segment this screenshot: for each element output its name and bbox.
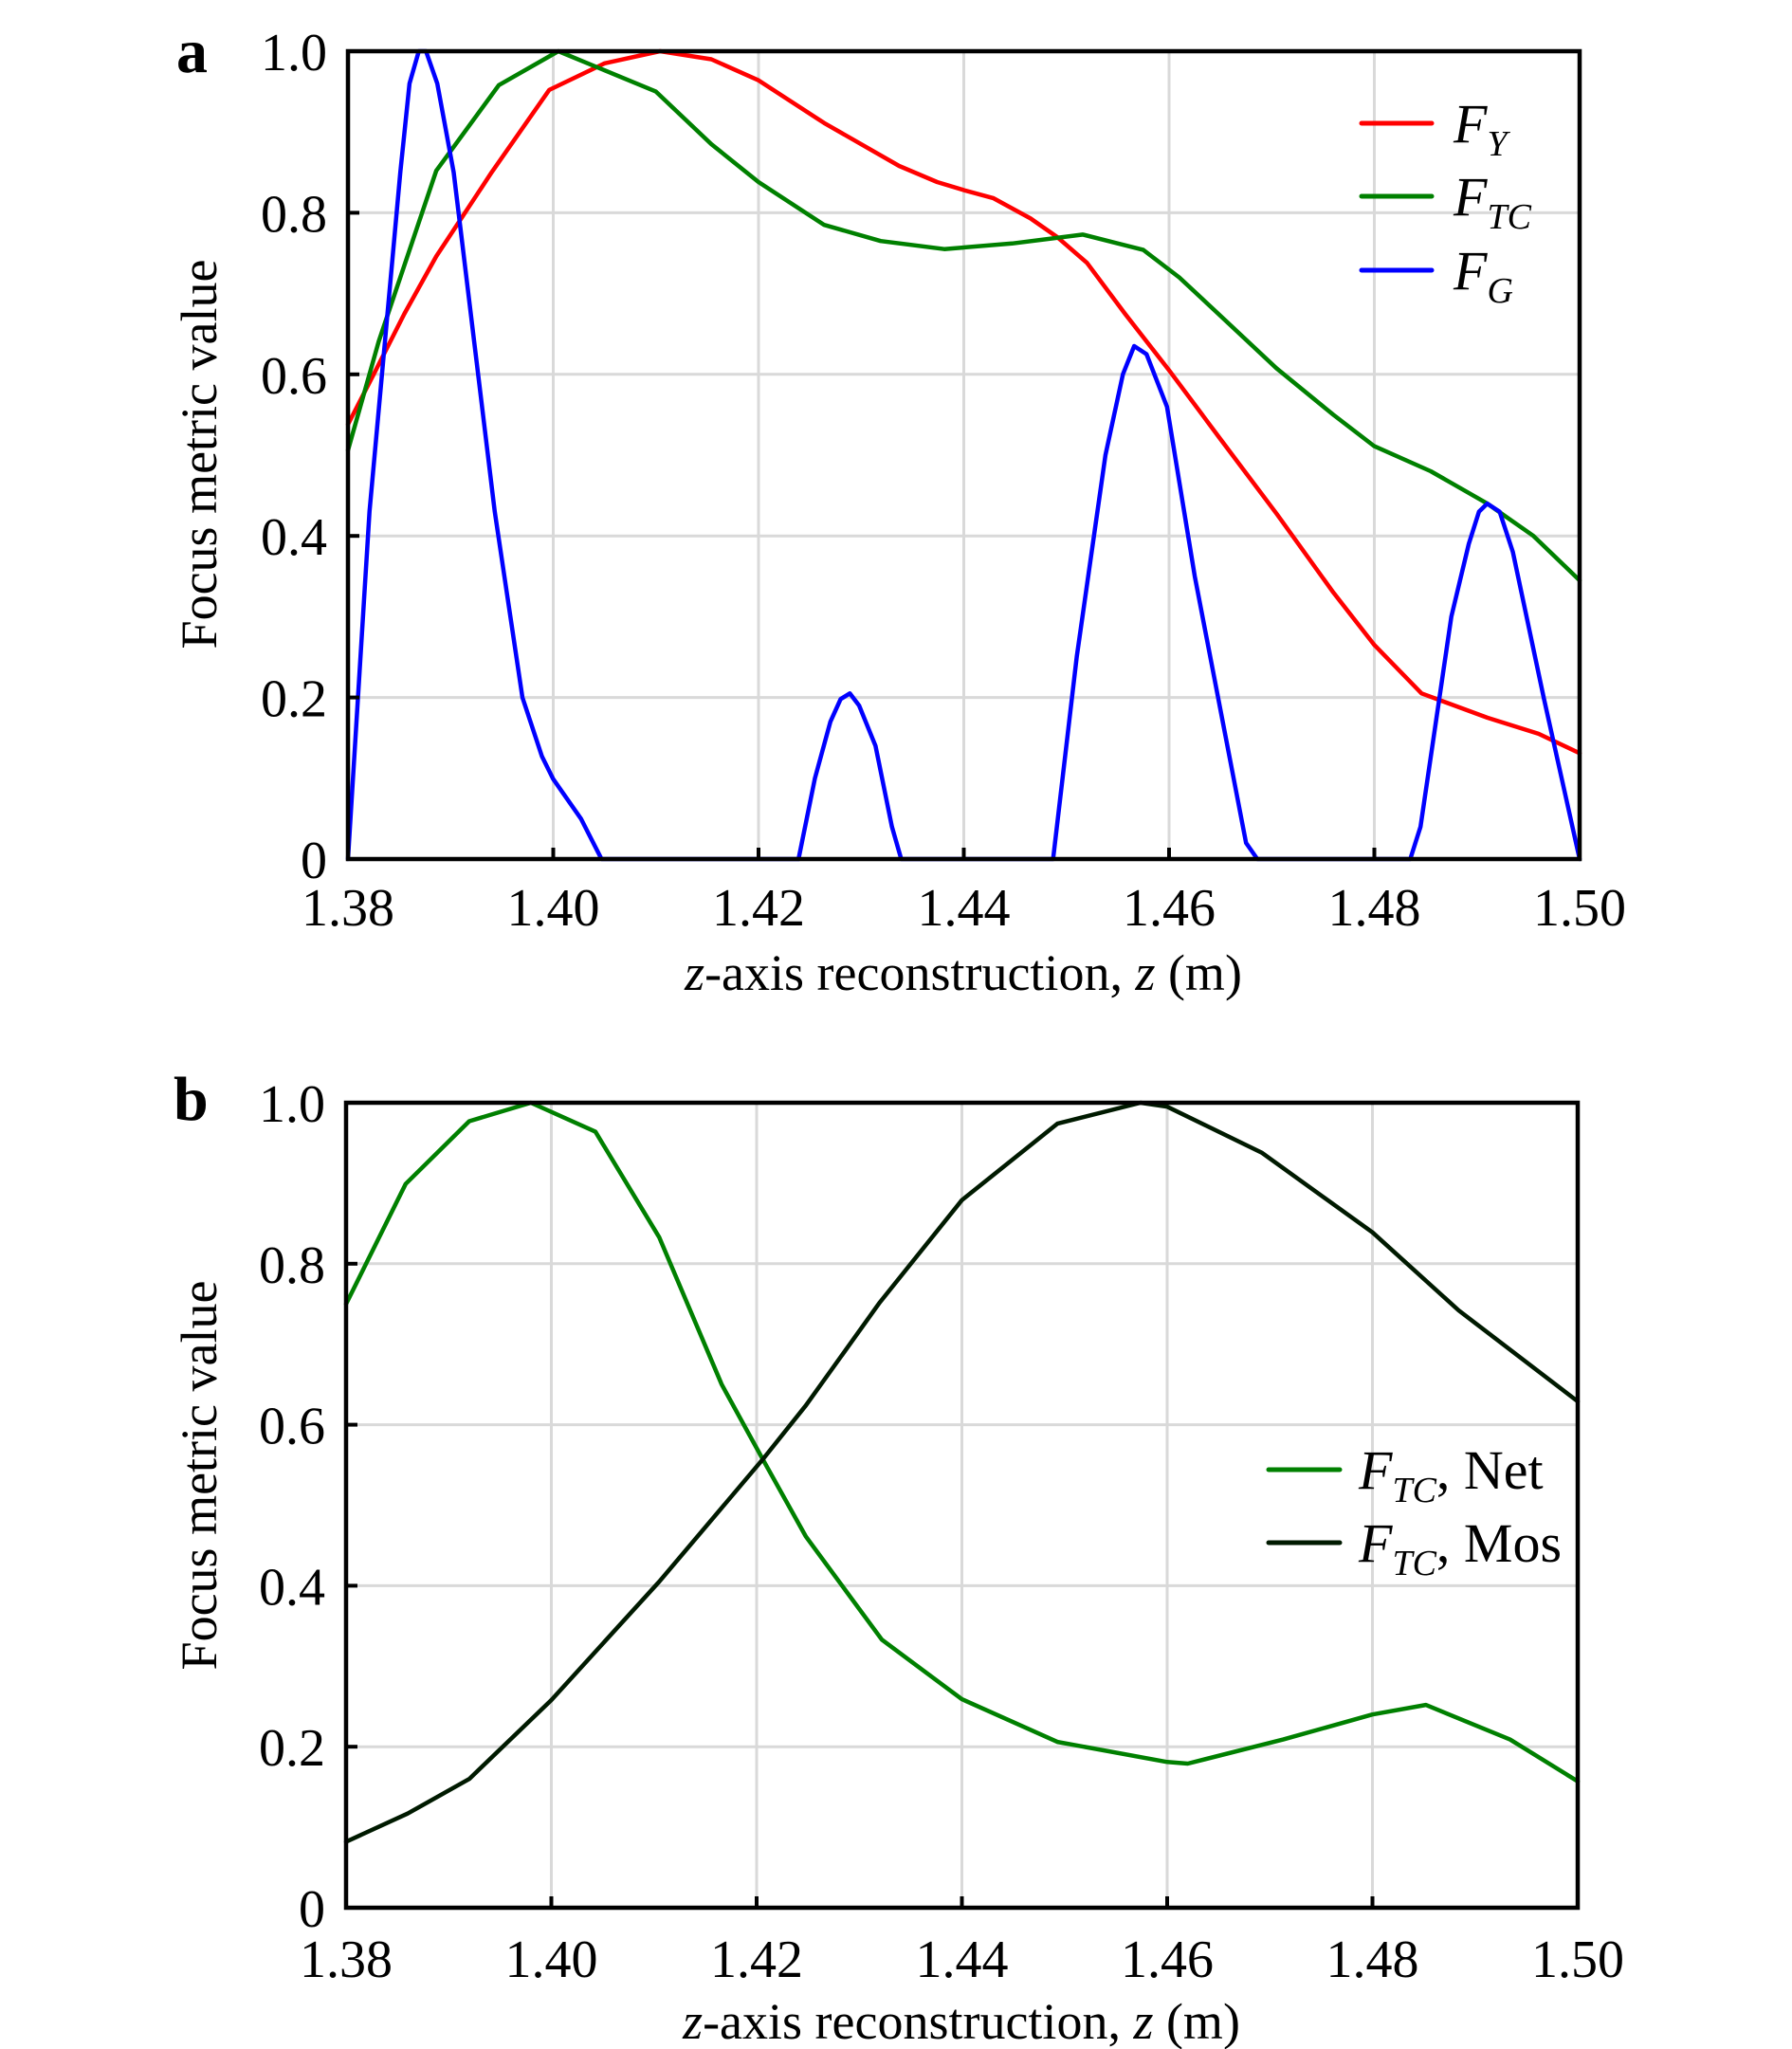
- series-line-f-tc: [345, 48, 1582, 583]
- panel-label: a: [176, 17, 208, 86]
- legend-label-sub: Y: [1487, 124, 1510, 164]
- x-axis-label-var: z: [682, 1993, 703, 2049]
- legend-label: FTC: [1453, 166, 1532, 237]
- x-axis-label-var2: z: [1134, 944, 1155, 1001]
- x-axis-label-var2: z: [1132, 1993, 1153, 2049]
- legend-label: FTC, Mos: [1358, 1512, 1562, 1583]
- x-tick-label: 1.44: [918, 879, 1011, 938]
- x-tick-label: 1.50: [1533, 879, 1626, 938]
- series-line-f-g: [345, 48, 1582, 862]
- y-tick-label: 1.0: [259, 1075, 325, 1134]
- tick-marks: [346, 49, 1582, 861]
- x-tick-label: 1.42: [710, 1930, 803, 1989]
- y-tick-label: 0.2: [259, 1719, 325, 1778]
- gridlines: [346, 1103, 1578, 1908]
- x-tick-label: 1.50: [1531, 1930, 1624, 1989]
- y-tick-label: 0: [299, 1880, 325, 1939]
- x-axis-label: z-axis reconstruction, z (m): [682, 1993, 1240, 2049]
- legend-label-sub: G: [1487, 271, 1512, 311]
- y-tick-label: 0.2: [261, 670, 327, 729]
- tick-marks: [344, 1101, 1580, 1910]
- x-axis-label-text: -axis reconstruction,: [704, 944, 1135, 1001]
- x-tick-label: 1.44: [916, 1930, 1009, 1989]
- gridlines: [348, 51, 1580, 859]
- x-tick-label: 1.38: [302, 879, 394, 938]
- legend-label-sub: TC: [1487, 197, 1531, 237]
- series-layer: [345, 48, 1582, 862]
- legend-item: FTC, Mos: [1266, 1512, 1562, 1583]
- legend-label-main: F: [1453, 166, 1488, 228]
- x-tick-labels: 1.38 1.40 1.42 1.44 1.46 1.48 1.50: [300, 1930, 1624, 1989]
- y-tick-label: 0.8: [261, 185, 327, 244]
- x-tick-labels: 1.38 1.40 1.42 1.44 1.46 1.48 1.50: [302, 879, 1626, 938]
- y-tick-label: 1.0: [261, 24, 327, 82]
- legend-label-sub: TC: [1392, 1544, 1436, 1583]
- x-axis-label: z-axis reconstruction, z (m): [684, 944, 1242, 1001]
- x-axis-label-var: z: [684, 944, 704, 1001]
- x-tick-label: 1.42: [712, 879, 805, 938]
- legend-item: FTC, Net: [1266, 1439, 1544, 1510]
- legend-label: FY: [1453, 93, 1510, 164]
- y-tick-labels: 0 0.2 0.4 0.6 0.8 1.0: [261, 24, 327, 890]
- x-axis-label-unit: (m): [1155, 944, 1241, 1001]
- panel-label: b: [174, 1065, 209, 1134]
- panel-b: b 00.20.40.60.81.0 1.38 1.40 1.42 1.44 1.46 1…: [171, 1065, 1624, 2049]
- x-axis-label-text: -axis reconstruction,: [703, 1993, 1133, 2049]
- x-tick-label: 1.48: [1328, 879, 1421, 938]
- legend-label: FG: [1453, 240, 1513, 311]
- legend-label-suffix: , Mos: [1436, 1512, 1562, 1574]
- legend-label-main: F: [1358, 1512, 1393, 1574]
- legend-label: FTC, Net: [1358, 1439, 1544, 1510]
- y-tick-label: 0.6: [259, 1398, 325, 1456]
- y-tick-label: 0: [301, 832, 327, 890]
- y-axis-label: Focus metric value: [171, 260, 228, 649]
- x-tick-label: 1.46: [1123, 879, 1216, 938]
- legend-label-main: F: [1453, 240, 1488, 302]
- x-tick-label: 1.46: [1121, 1930, 1214, 1989]
- legend-item: FTC: [1359, 166, 1532, 237]
- legend-label-main: F: [1453, 93, 1488, 155]
- legend-label-main: F: [1358, 1439, 1393, 1501]
- x-axis-label-unit: (m): [1153, 1993, 1239, 2049]
- series-line-f-y: [345, 48, 1582, 756]
- legend-item: FG: [1359, 240, 1513, 311]
- x-tick-label: 1.38: [300, 1930, 393, 1989]
- legend-label-suffix: , Net: [1436, 1439, 1544, 1501]
- y-tick-label: 0.4: [261, 508, 327, 567]
- series-line-f-tc-mos: [343, 1100, 1581, 1844]
- y-tick-label: 0.6: [261, 347, 327, 406]
- y-tick-labels: 0 0.2 0.4 0.6 0.8 1.0: [259, 1075, 325, 1939]
- x-tick-label: 1.48: [1326, 1930, 1419, 1989]
- x-tick-label: 1.40: [507, 879, 600, 938]
- y-axis-label: Focus metric value: [171, 1281, 228, 1671]
- y-tick-label: 0.8: [259, 1236, 325, 1295]
- legend-item: FY: [1359, 93, 1510, 164]
- panel-a: a 00.20.40.60.81.0 1.38 1.40 1.42 1.44 1.46 1…: [171, 17, 1626, 1001]
- legend-label-sub: TC: [1392, 1471, 1436, 1510]
- x-tick-label: 1.40: [505, 1930, 598, 1989]
- y-tick-label: 0.4: [259, 1558, 325, 1617]
